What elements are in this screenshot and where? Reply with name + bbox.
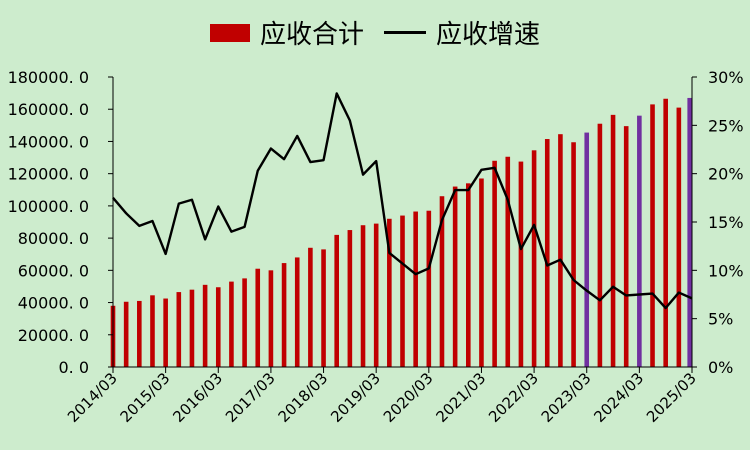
bar: [215, 287, 221, 367]
bar: [413, 211, 418, 367]
bar: [189, 289, 195, 367]
bar: [544, 139, 550, 367]
x-tick-label: 2017/03: [222, 369, 279, 426]
bar: [400, 215, 405, 367]
bar: [137, 300, 142, 367]
right-tick-label: 25%: [708, 116, 744, 135]
x-tick-label: 2025/03: [643, 369, 700, 426]
bar: [202, 284, 208, 367]
bar: [571, 142, 576, 367]
left-tick-label: 100000. 0: [8, 197, 89, 216]
left-tick-label: 120000. 0: [8, 165, 89, 184]
left-tick-label: 140000. 0: [8, 132, 89, 151]
bar: [242, 278, 247, 367]
bar: [163, 298, 168, 367]
bar: [466, 183, 471, 367]
right-tick-label: 10%: [708, 261, 744, 280]
x-tick-label: 2022/03: [485, 369, 542, 426]
bar: [387, 218, 392, 367]
bar: [347, 230, 353, 367]
legend-line-swatch: [384, 31, 426, 34]
x-tick-label: 2019/03: [327, 369, 384, 426]
x-tick-label: 2018/03: [275, 369, 332, 426]
right-tick-label: 30%: [708, 68, 744, 87]
bar: [294, 257, 300, 367]
x-tick-label: 2014/03: [64, 369, 121, 426]
x-tick-label: 2024/03: [590, 369, 647, 426]
bar: [687, 97, 692, 367]
legend-bar-label: 应收合计: [259, 20, 364, 50]
bar: [360, 225, 366, 367]
bar: [623, 126, 629, 367]
x-tick-label: 2015/03: [117, 369, 174, 426]
bar: [663, 98, 668, 367]
legend-item-line: 应收增速: [384, 14, 540, 51]
bar: [597, 123, 603, 367]
left-tick-label: 20000. 0: [18, 326, 89, 345]
bar: [452, 186, 458, 367]
bar: [518, 161, 524, 367]
bar: [505, 156, 511, 367]
left-tick-label: 40000. 0: [18, 294, 89, 313]
left-tick-label: 60000. 0: [18, 261, 89, 280]
bar: [584, 132, 590, 367]
bar: [637, 115, 642, 367]
bar: [229, 281, 234, 367]
bar: [492, 160, 497, 367]
growth-line: [112, 92, 693, 310]
bar: [268, 270, 274, 367]
x-tick-label: 2016/03: [169, 369, 226, 426]
bar: [373, 223, 379, 367]
right-tick-label: 5%: [708, 310, 733, 329]
right-tick-label: 0%: [708, 358, 733, 377]
legend: 应收合计 应收增速: [0, 14, 750, 51]
bar: [321, 249, 326, 367]
bar: [176, 292, 182, 367]
bar: [439, 196, 445, 367]
bar: [426, 210, 432, 367]
legend-line-label: 应收增速: [436, 20, 541, 50]
bar: [479, 178, 484, 367]
legend-item-bars: 应收合计: [209, 14, 364, 51]
legend-bar-swatch: [209, 23, 250, 42]
x-tick-label: 2023/03: [538, 369, 595, 426]
bar: [150, 295, 155, 367]
left-tick-label: 160000. 0: [8, 100, 89, 119]
x-tick-label: 2021/03: [432, 369, 489, 426]
left-tick-label: 0. 0: [58, 358, 89, 377]
bar: [334, 234, 339, 367]
bar: [281, 263, 287, 367]
x-tick-label: 2020/03: [380, 369, 437, 426]
bar: [650, 104, 655, 367]
bar: [676, 107, 682, 368]
bar: [308, 247, 313, 367]
left-tick-label: 80000. 0: [18, 229, 89, 248]
bar: [558, 134, 563, 367]
right-tick-label: 15%: [708, 213, 744, 232]
bar: [610, 114, 616, 367]
bar: [255, 268, 261, 367]
right-tick-label: 20%: [708, 165, 744, 184]
bar: [123, 301, 129, 367]
bar: [531, 150, 537, 367]
left-tick-label: 180000. 0: [8, 68, 89, 87]
